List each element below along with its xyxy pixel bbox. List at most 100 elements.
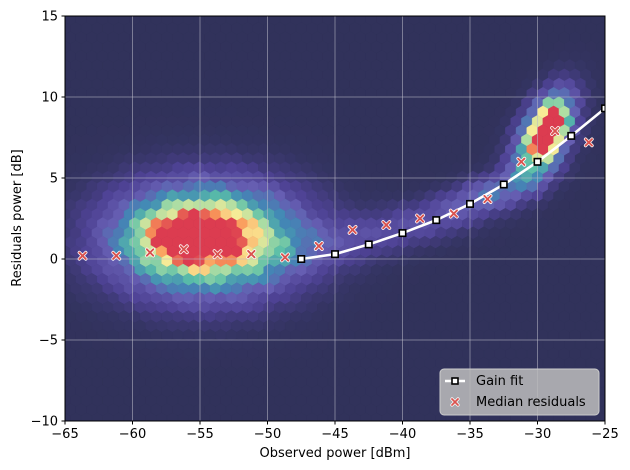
hexbin-cell: [461, 16, 463, 17]
median-residual-point: [145, 247, 155, 258]
hexbin-cell: [49, 152, 60, 164]
y-axis-title: Residuals power [dB]: [10, 149, 25, 286]
hexbin-cell: [365, 16, 367, 17]
hexbin-cell: [547, 16, 549, 17]
hexbin-cell: [472, 16, 474, 17]
gain-fit-point: [330, 250, 339, 259]
hexbin-cell: [601, 162, 605, 173]
hexbin-cell: [49, 59, 60, 71]
hexbin-cell: [601, 88, 605, 99]
hexbin-cell: [601, 144, 605, 155]
x-axis-title: Observed power [dBm]: [260, 446, 411, 461]
hexbin-cell: [49, 376, 60, 388]
median-residual-point: [313, 241, 324, 251]
x-tick-label: −40: [389, 427, 416, 442]
hexbin-cell: [65, 220, 66, 228]
hexbin-cell: [607, 190, 618, 202]
hexbin-cell: [601, 274, 605, 285]
hexbin-cell: [300, 16, 302, 17]
hexbin-cell: [607, 227, 618, 239]
hexbin-cell: [49, 208, 60, 220]
hexbin-cell: [526, 16, 528, 17]
hexbin-cell: [49, 227, 60, 239]
hexbin-cell: [236, 16, 238, 17]
hexbin-cell: [607, 394, 618, 406]
hexbin-cell: [601, 181, 605, 192]
hexbin-cell: [494, 16, 495, 17]
x-tick-label: −50: [254, 427, 281, 442]
hexbin-cell: [65, 71, 66, 79]
hexbin-cell: [596, 412, 605, 421]
hexbin-cell: [429, 16, 431, 17]
hexbin-cell: [268, 16, 270, 17]
median-residual-point: [347, 224, 358, 235]
hexbin-cell: [290, 16, 291, 17]
hexbin-cell: [65, 294, 66, 302]
hexbin-cell: [607, 301, 618, 313]
hexbin-cell: [129, 16, 130, 17]
gain-fit-point: [567, 131, 576, 140]
median-residual-point: [482, 194, 493, 204]
hexbin-cell: [601, 404, 605, 415]
median-residual-point: [111, 250, 122, 261]
hexbin-cell: [65, 313, 66, 321]
y-tick-label: 0: [50, 253, 58, 268]
hexbin-cell: [376, 16, 377, 17]
legend-box: [439, 368, 600, 416]
y-tick-label: −10: [31, 415, 58, 430]
hexbin-cell: [601, 69, 605, 80]
median-residual-point: [246, 249, 257, 260]
hexbin-cell: [311, 16, 313, 17]
legend-median-label: Median residuals: [476, 395, 586, 410]
hexbin-cell: [107, 16, 109, 17]
hexbin-cell: [601, 16, 603, 17]
hexbin-cell: [607, 115, 618, 127]
gain-fit-point: [398, 229, 407, 238]
median-residual-point: [415, 213, 425, 224]
hexbin-cell: [65, 127, 66, 135]
legend: Gain fit Median residuals: [439, 368, 600, 416]
hexbin-cell: [171, 16, 173, 17]
x-tick-label: −60: [119, 427, 146, 442]
hexbin-cell: [65, 108, 66, 116]
hexbin-cell: [65, 369, 66, 376]
hexbin-cell: [49, 283, 60, 295]
hexbin-cell: [607, 78, 618, 90]
hexbin-cell: [257, 16, 259, 17]
hexbin-cell: [343, 16, 345, 17]
hexbin-cell: [607, 413, 618, 425]
hexbin-cell: [504, 16, 506, 17]
hexbin-cell: [49, 320, 60, 332]
hexbin-cell: [607, 264, 618, 276]
hexbin-cell: [49, 190, 60, 202]
hexbin-cell: [601, 293, 605, 304]
hexbin-cell: [247, 16, 248, 17]
hexbin-cell: [354, 16, 356, 17]
x-axis: −65 −60 −55 −50 −45 −40 −35 −30 −25: [51, 421, 619, 442]
hexbin-cell: [225, 16, 227, 17]
hexbin-cell: [333, 16, 334, 17]
hexbin-cell: [607, 338, 618, 350]
y-tick-label: 10: [41, 91, 58, 106]
hexbin-cell: [607, 171, 618, 183]
hexbin-cell: [65, 52, 66, 60]
hexbin-cell: [65, 34, 66, 42]
hexbin-cell: [49, 357, 60, 369]
hexbin-cell: [118, 16, 120, 17]
hexbin-cell: [139, 16, 141, 17]
hexbin-cell: [601, 330, 605, 341]
median-residual-point: [448, 208, 459, 219]
gain-fit-point: [432, 216, 441, 225]
legend-gain-fit-marker: [451, 377, 459, 385]
median-residual-point: [178, 244, 189, 255]
median-residual-point: [583, 137, 594, 148]
hexbin-cell: [601, 200, 605, 211]
y-tick-label: −5: [39, 334, 58, 349]
hexbin-cell: [49, 134, 60, 146]
hexbin-cell: [607, 59, 618, 71]
hexbin-cell: [601, 125, 605, 136]
gain-fit-point: [465, 199, 474, 208]
hexbin-cell: [49, 301, 60, 313]
hexbin-cell: [65, 350, 66, 358]
